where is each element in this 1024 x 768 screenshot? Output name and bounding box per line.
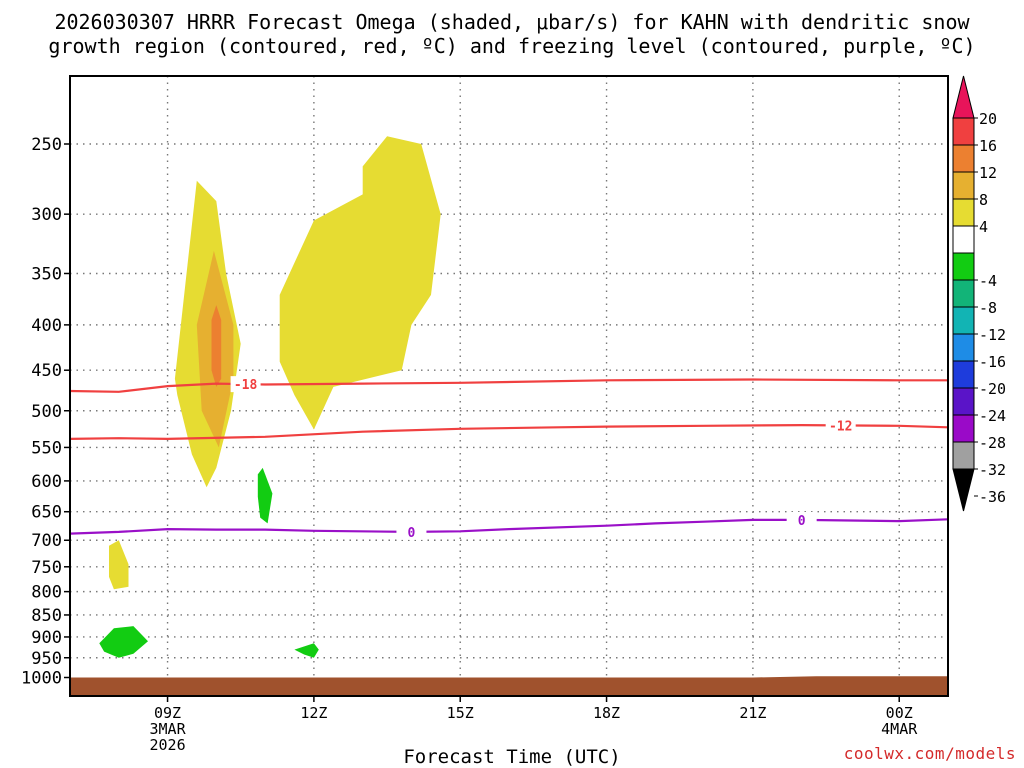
y-tick-label: 850 (31, 606, 62, 626)
y-tick-label: 250 (31, 135, 62, 155)
colorbar-label: 20 (979, 110, 997, 128)
y-tick-label: 600 (31, 472, 62, 492)
omega-region (99, 626, 148, 658)
chart-title-line1: 2026030307 HRRR Forecast Omega (shaded, … (54, 10, 970, 34)
x-tick-label: 00Z (886, 704, 913, 722)
y-tick-label: 650 (31, 503, 62, 523)
colorbar-segment (952, 306, 975, 335)
colorbar-label: -12 (979, 326, 1006, 344)
dgz-contour-line (70, 378, 948, 393)
dgz-contour-label: -12 (829, 419, 852, 434)
colorbar-segment (952, 198, 975, 227)
ground-terrain (70, 676, 948, 696)
y-tick-label: 450 (31, 361, 62, 381)
colorbar-segment (952, 441, 975, 470)
colorbar-segment (952, 414, 975, 443)
plot-frame (69, 75, 949, 697)
freezing-level-label-bg (396, 523, 427, 540)
y-tick-label: 500 (31, 402, 62, 422)
colorbar-label: -4 (979, 272, 997, 290)
dgz-contour-line (70, 423, 948, 441)
dgz-contour-label-bg (230, 376, 261, 393)
omega-region (257, 467, 273, 524)
colorbar-label: -20 (979, 380, 1006, 398)
colorbar-label: -28 (979, 434, 1006, 452)
colorbar-bottom-arrow (952, 468, 975, 512)
colorbar-segment (952, 144, 975, 173)
y-tick-label: 350 (31, 264, 62, 284)
y-tick-label: 550 (31, 438, 62, 458)
freezing-level-line (70, 518, 948, 535)
colorbar-label: -8 (979, 299, 997, 317)
y-tick-label: 700 (31, 531, 62, 551)
colorbar-label: 4 (979, 218, 988, 236)
colorbar-segment (952, 171, 975, 200)
colorbar-segment (952, 252, 975, 281)
omega-region (211, 305, 222, 387)
colorbar-segment (952, 360, 975, 389)
dgz-contour-label: -18 (234, 378, 258, 393)
x-tick-date-label: 3MAR (149, 720, 186, 738)
dgz-contour-label-bg (825, 417, 856, 434)
watermark: coolwx.com/models (843, 744, 1016, 763)
omega-region (294, 643, 319, 658)
y-tick-label: 750 (31, 558, 62, 578)
y-tick-label: 400 (31, 316, 62, 336)
y-tick-label: 300 (31, 205, 62, 225)
chart-title-line2: growth region (contoured, red, ºC) and f… (48, 34, 976, 58)
y-tick-label: 800 (31, 583, 62, 603)
x-tick-label: 12Z (300, 704, 327, 722)
colorbar-label: -36 (979, 488, 1006, 506)
y-tick-label: 1000 (21, 669, 62, 689)
omega-region (109, 540, 129, 590)
colorbar-segment (952, 387, 975, 416)
colorbar-segment (952, 225, 975, 254)
colorbar-label: -16 (979, 353, 1006, 371)
colorbar-segment (952, 333, 975, 362)
x-tick-label: 21Z (739, 704, 766, 722)
x-axis-label: Forecast Time (UTC) (403, 746, 621, 768)
colorbar-label: -32 (979, 461, 1006, 479)
y-tick-label: 950 (31, 649, 62, 669)
colorbar-label: 16 (979, 137, 997, 155)
x-tick-label: 09Z (154, 704, 181, 722)
colorbar-label: 12 (979, 164, 997, 182)
x-tick-label: 18Z (593, 704, 620, 722)
plot-area: -18 -12 0 0 (70, 76, 948, 696)
freezing-level-label: 0 (798, 514, 806, 529)
x-tick-label: 15Z (447, 704, 474, 722)
freezing-level-label: 0 (408, 526, 416, 541)
colorbar-segment (952, 117, 975, 146)
omega-region (279, 136, 441, 430)
freezing-level-label-bg (786, 511, 817, 528)
y-tick-label: 900 (31, 628, 62, 648)
colorbar-label: 8 (979, 191, 988, 209)
x-tick-date-label: 4MAR (881, 720, 918, 738)
colorbar-top-arrow (952, 75, 975, 119)
colorbar-label: -24 (979, 407, 1006, 425)
x-tick-year-label: 2026 (149, 736, 185, 754)
colorbar-segment (952, 279, 975, 308)
